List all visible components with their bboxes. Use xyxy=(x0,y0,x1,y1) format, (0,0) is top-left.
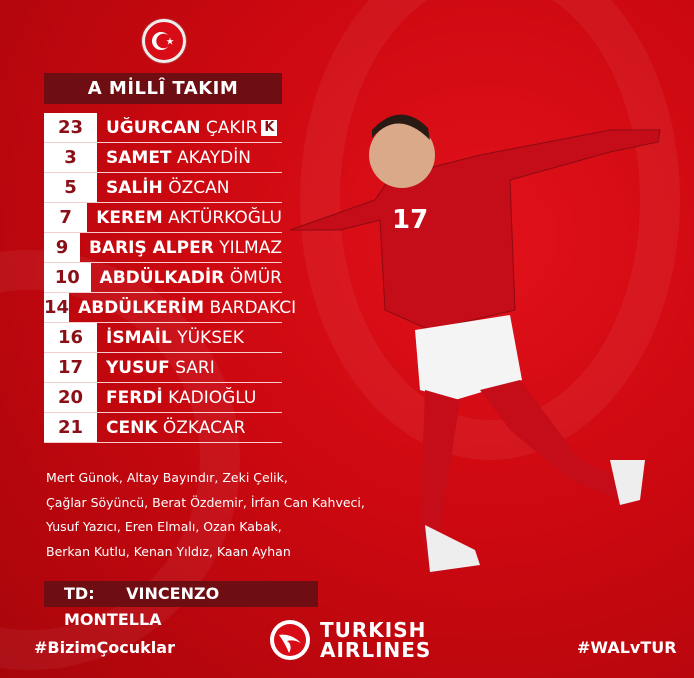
player-number: 14 xyxy=(44,293,70,322)
player-row: 16 İSMAİL YÜKSEK xyxy=(44,323,282,353)
player-row: 20 FERDİ KADIOĞLU xyxy=(44,383,282,413)
player-number: 21 xyxy=(44,413,97,442)
starting-lineup: 23 UĞURCAN ÇAKIR K 3 SAMET AKAYDİN 5 SALİH … xyxy=(44,113,296,443)
player-name: BARIŞ ALPER YILMAZ xyxy=(80,233,282,262)
player-first-name: İSMAİL xyxy=(106,328,172,348)
player-name: YUSUF SARI xyxy=(97,353,215,382)
player-name: KEREM AKTÜRKOĞLU xyxy=(87,203,282,232)
player-number: 16 xyxy=(44,323,97,352)
bird-icon xyxy=(270,620,310,660)
player-row: 9 BARIŞ ALPER YILMAZ xyxy=(44,233,282,263)
sponsor-line-1: TURKISH xyxy=(320,618,427,642)
page-title: A MİLLÎ TAKIM xyxy=(44,73,282,104)
player-number: 10 xyxy=(44,263,91,292)
jersey-number: 17 xyxy=(392,205,428,235)
player-name: FERDİ KADIOĞLU xyxy=(97,383,256,412)
player-number: 17 xyxy=(44,353,97,382)
player-number: 9 xyxy=(44,233,80,262)
player-last-name: ÖMÜR xyxy=(229,268,282,288)
turkish-airlines-logo: TURKISH AIRLINES xyxy=(270,620,431,660)
coach-bar: TD: VINCENZO MONTELLA xyxy=(44,581,318,629)
player-first-name: FERDİ xyxy=(106,388,163,408)
player-name: CENK ÖZKACAR xyxy=(97,413,245,442)
hashtag-walvtur: #WALvTUR xyxy=(577,638,677,657)
player-row: 7 KEREM AKTÜRKOĞLU xyxy=(44,203,282,233)
player-first-name: BARIŞ ALPER xyxy=(88,238,214,258)
turkish-flag-emblem xyxy=(142,19,186,63)
player-last-name: KADIOĞLU xyxy=(168,388,257,408)
substitutes-line: Yusuf Yazıcı, Eren Elmalı, Ozan Kabak, xyxy=(46,519,282,534)
player-last-name: YILMAZ xyxy=(219,238,282,258)
player-first-name: UĞURCAN xyxy=(106,118,201,138)
player-first-name: YUSUF xyxy=(106,358,170,378)
captain-badge: K xyxy=(261,120,278,136)
player-number: 3 xyxy=(44,143,97,172)
player-row: 10 ABDÜLKADİR ÖMÜR xyxy=(44,263,282,293)
player-last-name: YÜKSEK xyxy=(177,328,244,348)
player-last-name: ÇAKIR xyxy=(205,118,258,138)
substitutes-line: Çağlar Söyüncü, Berat Özdemir, İrfan Can… xyxy=(46,494,365,510)
player-first-name: SAMET xyxy=(106,148,172,168)
player-row: 23 UĞURCAN ÇAKIR K xyxy=(44,113,282,143)
player-number: 5 xyxy=(44,173,97,202)
sponsor-line-2: AIRLINES xyxy=(320,638,432,662)
player-name: ABDÜLKERİM BARDAKCI xyxy=(69,293,296,322)
substitutes-list: Mert Günok, Altay Bayındır, Zeki Çelik, … xyxy=(46,466,376,564)
player-number: 20 xyxy=(44,383,97,412)
substitutes-line: Berkan Kutlu, Kenan Yıldız, Kaan Ayhan xyxy=(46,543,291,559)
player-row: 17 YUSUF SARI xyxy=(44,353,282,383)
player-number: 7 xyxy=(44,203,88,232)
player-last-name: AKAYDİN xyxy=(176,148,251,168)
player-first-name: KEREM xyxy=(96,208,163,228)
hashtag-bizimcocuklar: #BizimÇocuklar xyxy=(34,638,175,657)
player-first-name: ABDÜLKADİR xyxy=(99,268,225,288)
player-last-name: BARDAKCI xyxy=(209,298,297,318)
player-first-name: SALİH xyxy=(106,178,163,198)
player-row: 3 SAMET AKAYDİN xyxy=(44,143,282,173)
player-last-name: SARI xyxy=(175,358,215,378)
player-row: 5 SALİH ÖZCAN xyxy=(44,173,282,203)
player-last-name: ÖZCAN xyxy=(168,178,230,198)
substitutes-line: Mert Günok, Altay Bayındır, Zeki Çelik, xyxy=(46,470,288,485)
coach-label: TD: xyxy=(64,584,95,603)
coach-name: VINCENZO MONTELLA xyxy=(64,584,220,629)
player-last-name: AKTÜRKOĞLU xyxy=(168,208,282,228)
player-row: 21 CENK ÖZKACAR xyxy=(44,413,282,443)
player-photo: 17 xyxy=(289,114,661,575)
player-row: 14 ABDÜLKERİM BARDAKCI xyxy=(44,293,296,323)
player-number: 23 xyxy=(44,113,97,142)
player-name: SALİH ÖZCAN xyxy=(97,173,229,202)
crescent-star-icon xyxy=(152,32,174,50)
player-name: İSMAİL YÜKSEK xyxy=(97,323,244,352)
player-first-name: ABDÜLKERİM xyxy=(78,298,205,318)
player-name: UĞURCAN ÇAKIR K xyxy=(97,113,278,142)
player-first-name: CENK xyxy=(106,418,158,438)
player-name: ABDÜLKADİR ÖMÜR xyxy=(91,263,282,292)
player-name: SAMET AKAYDİN xyxy=(97,143,251,172)
player-last-name: ÖZKACAR xyxy=(162,418,246,438)
